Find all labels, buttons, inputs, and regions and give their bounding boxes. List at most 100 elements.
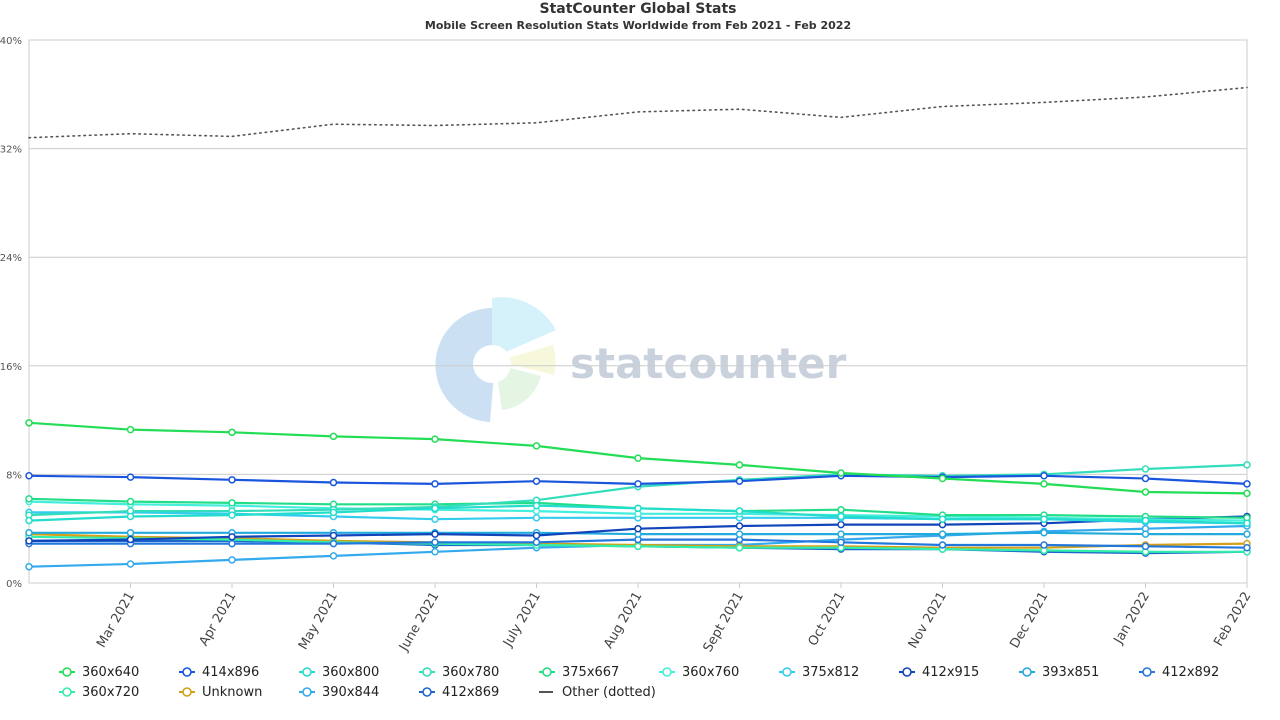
data-point[interactable]: [228, 476, 236, 484]
legend-swatch: [299, 687, 315, 697]
legend-item[interactable]: 390x844: [298, 682, 379, 702]
data-point[interactable]: [735, 543, 744, 552]
legend-item[interactable]: 375x812: [778, 662, 859, 682]
data-point[interactable]: [938, 474, 947, 483]
data-point[interactable]: [126, 425, 135, 434]
data-point[interactable]: [532, 531, 541, 540]
data-point[interactable]: [1243, 480, 1251, 488]
data-point[interactable]: [329, 432, 338, 441]
legend-item[interactable]: 414x896: [178, 662, 259, 682]
data-point[interactable]: [25, 495, 33, 503]
x-tick-label: Apr 2021: [197, 590, 240, 649]
data-point[interactable]: [532, 442, 541, 450]
data-point[interactable]: [837, 505, 845, 514]
legend-item[interactable]: Other (dotted): [538, 682, 656, 702]
data-point[interactable]: [735, 507, 744, 515]
data-point[interactable]: [735, 477, 744, 485]
data-point[interactable]: [126, 497, 135, 506]
data-point[interactable]: [1040, 515, 1048, 523]
data-point[interactable]: [532, 501, 541, 510]
data-point[interactable]: [634, 504, 642, 513]
watermark-pie-hole: [473, 345, 511, 383]
data-point[interactable]: [25, 562, 33, 571]
data-point[interactable]: [228, 539, 236, 548]
legend-item[interactable]: 360x800: [298, 662, 379, 682]
data-point[interactable]: [938, 541, 947, 549]
data-point[interactable]: [938, 530, 947, 538]
data-point[interactable]: [126, 529, 135, 537]
data-point[interactable]: [1141, 516, 1150, 525]
data-point[interactable]: [1243, 519, 1251, 528]
data-point[interactable]: [1040, 529, 1048, 537]
data-point[interactable]: [228, 511, 236, 519]
legend-item[interactable]: 360x720: [58, 682, 139, 702]
data-point[interactable]: [431, 538, 439, 547]
data-point[interactable]: [634, 480, 642, 488]
data-point[interactable]: [126, 535, 135, 544]
data-point[interactable]: [532, 477, 541, 485]
data-point[interactable]: [532, 538, 541, 547]
legend-label: 360x800: [322, 664, 380, 680]
data-point[interactable]: [228, 533, 236, 541]
data-point[interactable]: [431, 548, 439, 556]
data-point[interactable]: [1040, 480, 1048, 488]
data-point[interactable]: [431, 435, 439, 443]
legend-item[interactable]: 360x760: [658, 662, 739, 682]
data-point[interactable]: [431, 504, 439, 513]
data-point[interactable]: [837, 520, 845, 529]
data-point[interactable]: [1243, 543, 1251, 552]
data-point[interactable]: [228, 428, 236, 437]
data-point[interactable]: [634, 524, 642, 533]
data-point[interactable]: [228, 499, 236, 507]
data-point[interactable]: [735, 522, 744, 530]
data-point[interactable]: [25, 529, 33, 537]
legend-label: 360x640: [82, 664, 140, 680]
data-point[interactable]: [329, 552, 338, 560]
data-point[interactable]: [228, 556, 236, 564]
legend-item[interactable]: 412x869: [418, 682, 499, 702]
data-point[interactable]: [938, 515, 947, 523]
watermark-pie-slice-yellow: [497, 345, 556, 375]
data-point[interactable]: [329, 478, 338, 487]
data-point[interactable]: [735, 530, 744, 538]
data-point[interactable]: [126, 560, 135, 568]
data-point[interactable]: [1141, 465, 1150, 473]
data-point[interactable]: [329, 531, 338, 540]
data-point[interactable]: [1141, 542, 1150, 551]
data-point[interactable]: [25, 419, 33, 427]
data-point[interactable]: [1040, 472, 1048, 480]
legend-item[interactable]: 375x667: [538, 662, 619, 682]
legend-item[interactable]: Unknown: [178, 682, 262, 702]
data-point[interactable]: [1040, 541, 1048, 549]
legend-item[interactable]: 360x640: [58, 662, 139, 682]
data-point[interactable]: [532, 514, 541, 522]
data-point[interactable]: [1243, 461, 1251, 469]
data-point[interactable]: [1243, 489, 1251, 498]
legend-item[interactable]: 412x892: [1138, 662, 1219, 682]
x-tick-label: Nov 2021: [906, 590, 950, 652]
data-point[interactable]: [25, 537, 33, 545]
data-point[interactable]: [735, 461, 744, 469]
data-point[interactable]: [837, 512, 845, 521]
data-point[interactable]: [25, 472, 33, 480]
data-point[interactable]: [126, 473, 135, 481]
data-point[interactable]: [837, 469, 845, 477]
data-point[interactable]: [634, 454, 642, 462]
data-point[interactable]: [431, 480, 439, 488]
legend-item[interactable]: 360x780: [418, 662, 499, 682]
data-point[interactable]: [837, 530, 845, 538]
data-point[interactable]: [431, 530, 439, 538]
data-point[interactable]: [329, 508, 338, 517]
data-point[interactable]: [1141, 488, 1150, 496]
data-point[interactable]: [25, 516, 33, 525]
data-point[interactable]: [1243, 530, 1251, 538]
data-point[interactable]: [837, 538, 845, 547]
legend-item[interactable]: 412x915: [898, 662, 979, 682]
data-point[interactable]: [126, 512, 135, 521]
data-point[interactable]: [634, 542, 642, 551]
legend-item[interactable]: 393x851: [1018, 662, 1099, 682]
data-point[interactable]: [1141, 474, 1150, 483]
data-point[interactable]: [1141, 530, 1150, 538]
data-point[interactable]: [431, 515, 439, 523]
data-point[interactable]: [329, 539, 338, 548]
